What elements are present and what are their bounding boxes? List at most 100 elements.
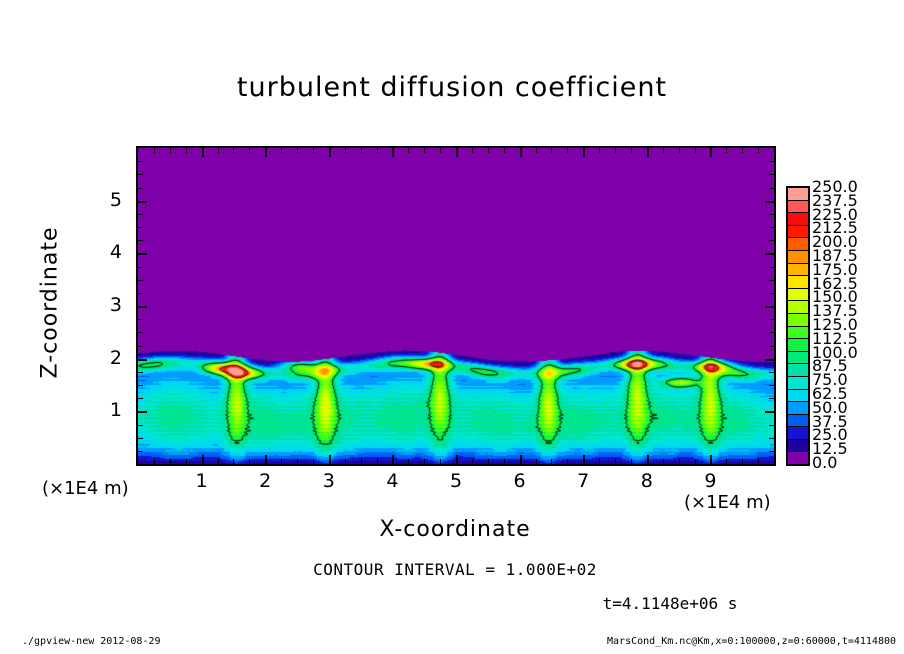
axis-tick <box>138 385 143 386</box>
axis-tick <box>154 459 155 464</box>
axis-tick <box>313 459 314 464</box>
axis-tick <box>769 425 774 426</box>
contour-interval-text: CONTOUR INTERVAL = 1.000E+02 <box>313 560 597 579</box>
colorbar-tick-label: 150.0 <box>812 287 858 307</box>
axis-tick <box>742 459 743 464</box>
axis-tick <box>202 455 204 464</box>
colorbar-swatch <box>788 452 808 465</box>
axis-tick <box>186 148 187 153</box>
colorbar-swatch <box>788 389 808 403</box>
colorbar-tick-label: 50.0 <box>812 397 848 417</box>
colorbar-swatch <box>788 313 808 327</box>
axis-tick <box>138 359 147 361</box>
axis-tick <box>631 459 632 464</box>
colorbar-swatch <box>788 402 808 415</box>
axis-tick <box>769 161 774 162</box>
axis-tick <box>663 148 664 153</box>
axis-tick <box>408 148 409 153</box>
colorbar-tick-label: 162.5 <box>812 273 858 293</box>
axis-tick <box>361 148 362 153</box>
axis-tick <box>599 148 600 153</box>
axis-tick <box>536 148 537 153</box>
colorbar-tick-label: 0.0 <box>812 453 838 472</box>
axis-tick <box>769 188 774 189</box>
axis-tick <box>281 148 282 153</box>
colorbar-swatch <box>788 263 808 277</box>
axis-tick <box>567 459 568 464</box>
axis-tick <box>218 148 219 153</box>
axis-tick <box>313 148 314 153</box>
colorbar-swatch <box>788 376 808 390</box>
axis-tick <box>377 148 378 153</box>
axis-tick <box>695 459 696 464</box>
colorbar-swatch <box>788 288 808 302</box>
colorbar-tick-label: 37.5 <box>812 411 848 431</box>
axis-tick <box>769 398 774 399</box>
axis-tick <box>520 148 522 157</box>
axis-tick <box>647 455 649 464</box>
axis-tick <box>281 459 282 464</box>
axis-tick <box>765 201 774 203</box>
axis-tick <box>345 148 346 153</box>
axis-tick <box>329 455 331 464</box>
colorbar-swatch <box>788 301 808 314</box>
axis-tick <box>138 451 143 452</box>
x-axis-unit-left: (×1E4 m) <box>42 478 129 499</box>
axis-tick <box>424 459 425 464</box>
axis-tick <box>726 459 727 464</box>
colorbar-swatch <box>788 188 808 201</box>
axis-tick <box>138 425 143 426</box>
colorbar <box>786 186 810 466</box>
axis-tick <box>377 459 378 464</box>
axis-tick <box>297 459 298 464</box>
axis-tick <box>138 161 143 162</box>
axis-tick <box>488 148 489 153</box>
axis-tick <box>202 148 204 157</box>
y-tick-label: 4 <box>109 241 122 264</box>
axis-tick <box>265 148 267 157</box>
axis-tick <box>138 214 143 215</box>
axis-tick <box>138 188 143 189</box>
colorbar-tick-label: 200.0 <box>812 232 858 252</box>
colorbar-swatch <box>788 439 808 453</box>
x-tick-label: 3 <box>322 470 335 492</box>
axis-tick <box>440 148 441 153</box>
axis-tick <box>769 227 774 228</box>
colorbar-tick-label: 100.0 <box>812 342 858 362</box>
y-tick-label: 1 <box>109 399 122 422</box>
contour-field <box>138 148 774 464</box>
axis-tick <box>392 455 394 464</box>
x-tick-label: 7 <box>577 470 590 492</box>
x-axis-unit-right: (×1E4 m) <box>684 492 771 513</box>
colorbar-swatch <box>788 351 808 365</box>
axis-tick <box>769 438 774 439</box>
axis-tick <box>440 459 441 464</box>
axis-tick <box>297 148 298 153</box>
colorbar-tick-label: 112.5 <box>812 328 858 348</box>
axis-tick <box>138 267 143 268</box>
axis-tick <box>679 148 680 153</box>
axis-tick <box>186 459 187 464</box>
axis-tick <box>138 346 143 347</box>
axis-tick <box>218 459 219 464</box>
colorbar-tick-label: 12.5 <box>812 439 848 459</box>
axis-tick <box>138 319 143 320</box>
colorbar-swatch <box>788 200 808 214</box>
axis-tick <box>663 459 664 464</box>
axis-tick <box>769 385 774 386</box>
x-tick-label: 8 <box>640 470 653 492</box>
axis-tick <box>583 455 585 464</box>
plot-area <box>136 146 776 466</box>
axis-tick <box>265 455 267 464</box>
colorbar-tick-label: 237.5 <box>812 190 858 210</box>
axis-tick <box>765 253 774 255</box>
axis-tick <box>138 306 147 308</box>
axis-tick <box>472 148 473 153</box>
colorbar-swatch <box>788 364 808 377</box>
y-axis-label: Z-coordinate <box>37 226 63 379</box>
axis-tick <box>769 214 774 215</box>
colorbar-tick-label: 137.5 <box>812 301 858 321</box>
colorbar-tick-label: 225.0 <box>812 204 858 224</box>
axis-tick <box>520 455 522 464</box>
axis-tick <box>138 253 147 255</box>
